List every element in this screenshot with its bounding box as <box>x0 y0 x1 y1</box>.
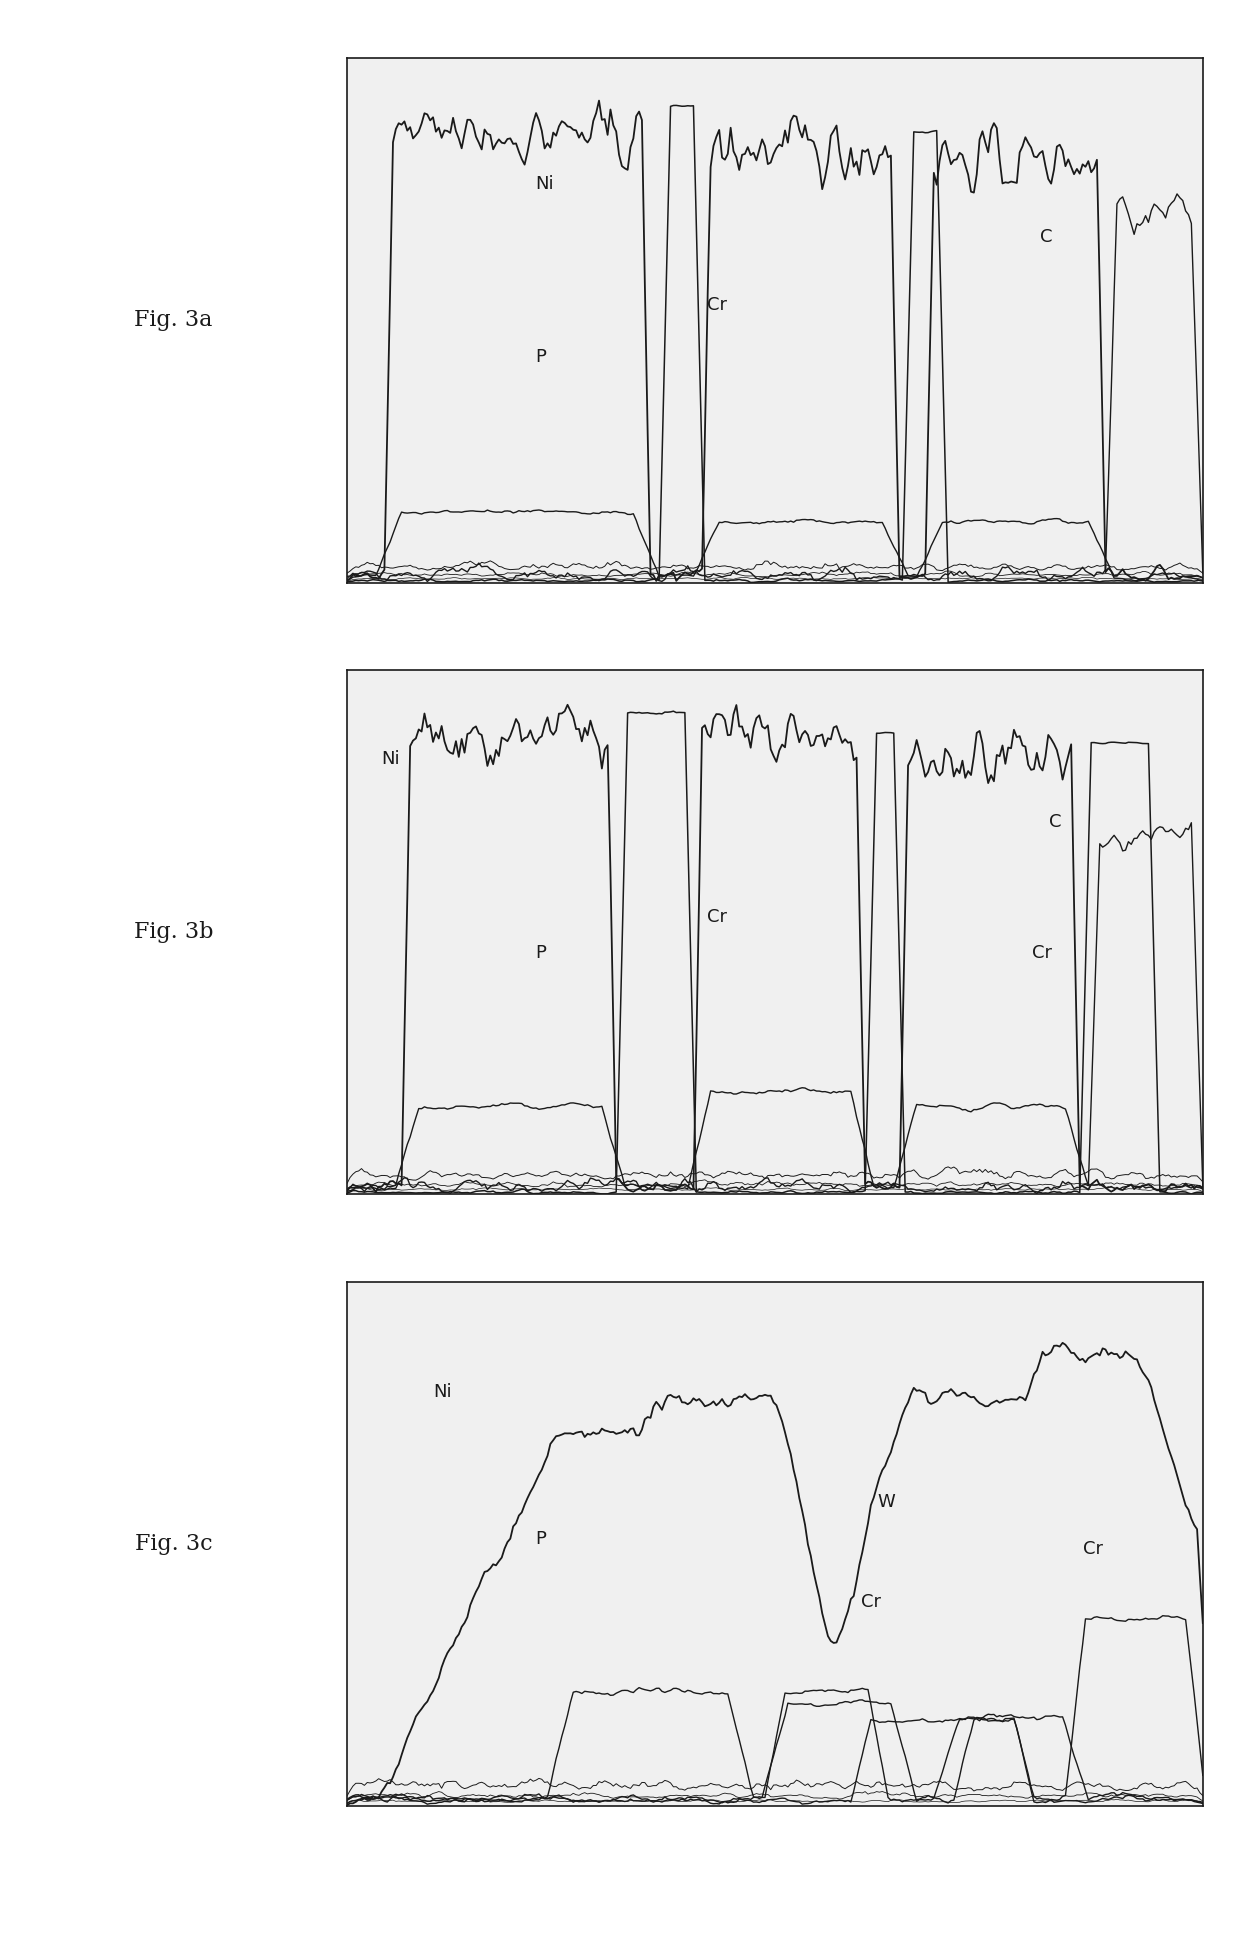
Text: Cr: Cr <box>1032 944 1052 963</box>
Text: Fig. 3b: Fig. 3b <box>134 921 213 944</box>
Text: P: P <box>536 1530 547 1548</box>
Text: Cr: Cr <box>1083 1540 1104 1557</box>
Text: Ni: Ni <box>433 1383 451 1400</box>
Text: Cr: Cr <box>707 907 727 926</box>
Text: Ni: Ni <box>382 750 401 769</box>
Text: Fig. 3c: Fig. 3c <box>135 1532 212 1556</box>
Text: Cr: Cr <box>707 295 727 315</box>
Text: W: W <box>878 1493 895 1511</box>
Text: P: P <box>536 348 547 367</box>
Text: Ni: Ni <box>536 175 554 194</box>
Text: P: P <box>536 944 547 963</box>
Text: Cr: Cr <box>861 1592 880 1610</box>
Text: C: C <box>1040 227 1053 247</box>
Text: C: C <box>1049 814 1061 831</box>
Text: Fig. 3a: Fig. 3a <box>134 309 213 332</box>
